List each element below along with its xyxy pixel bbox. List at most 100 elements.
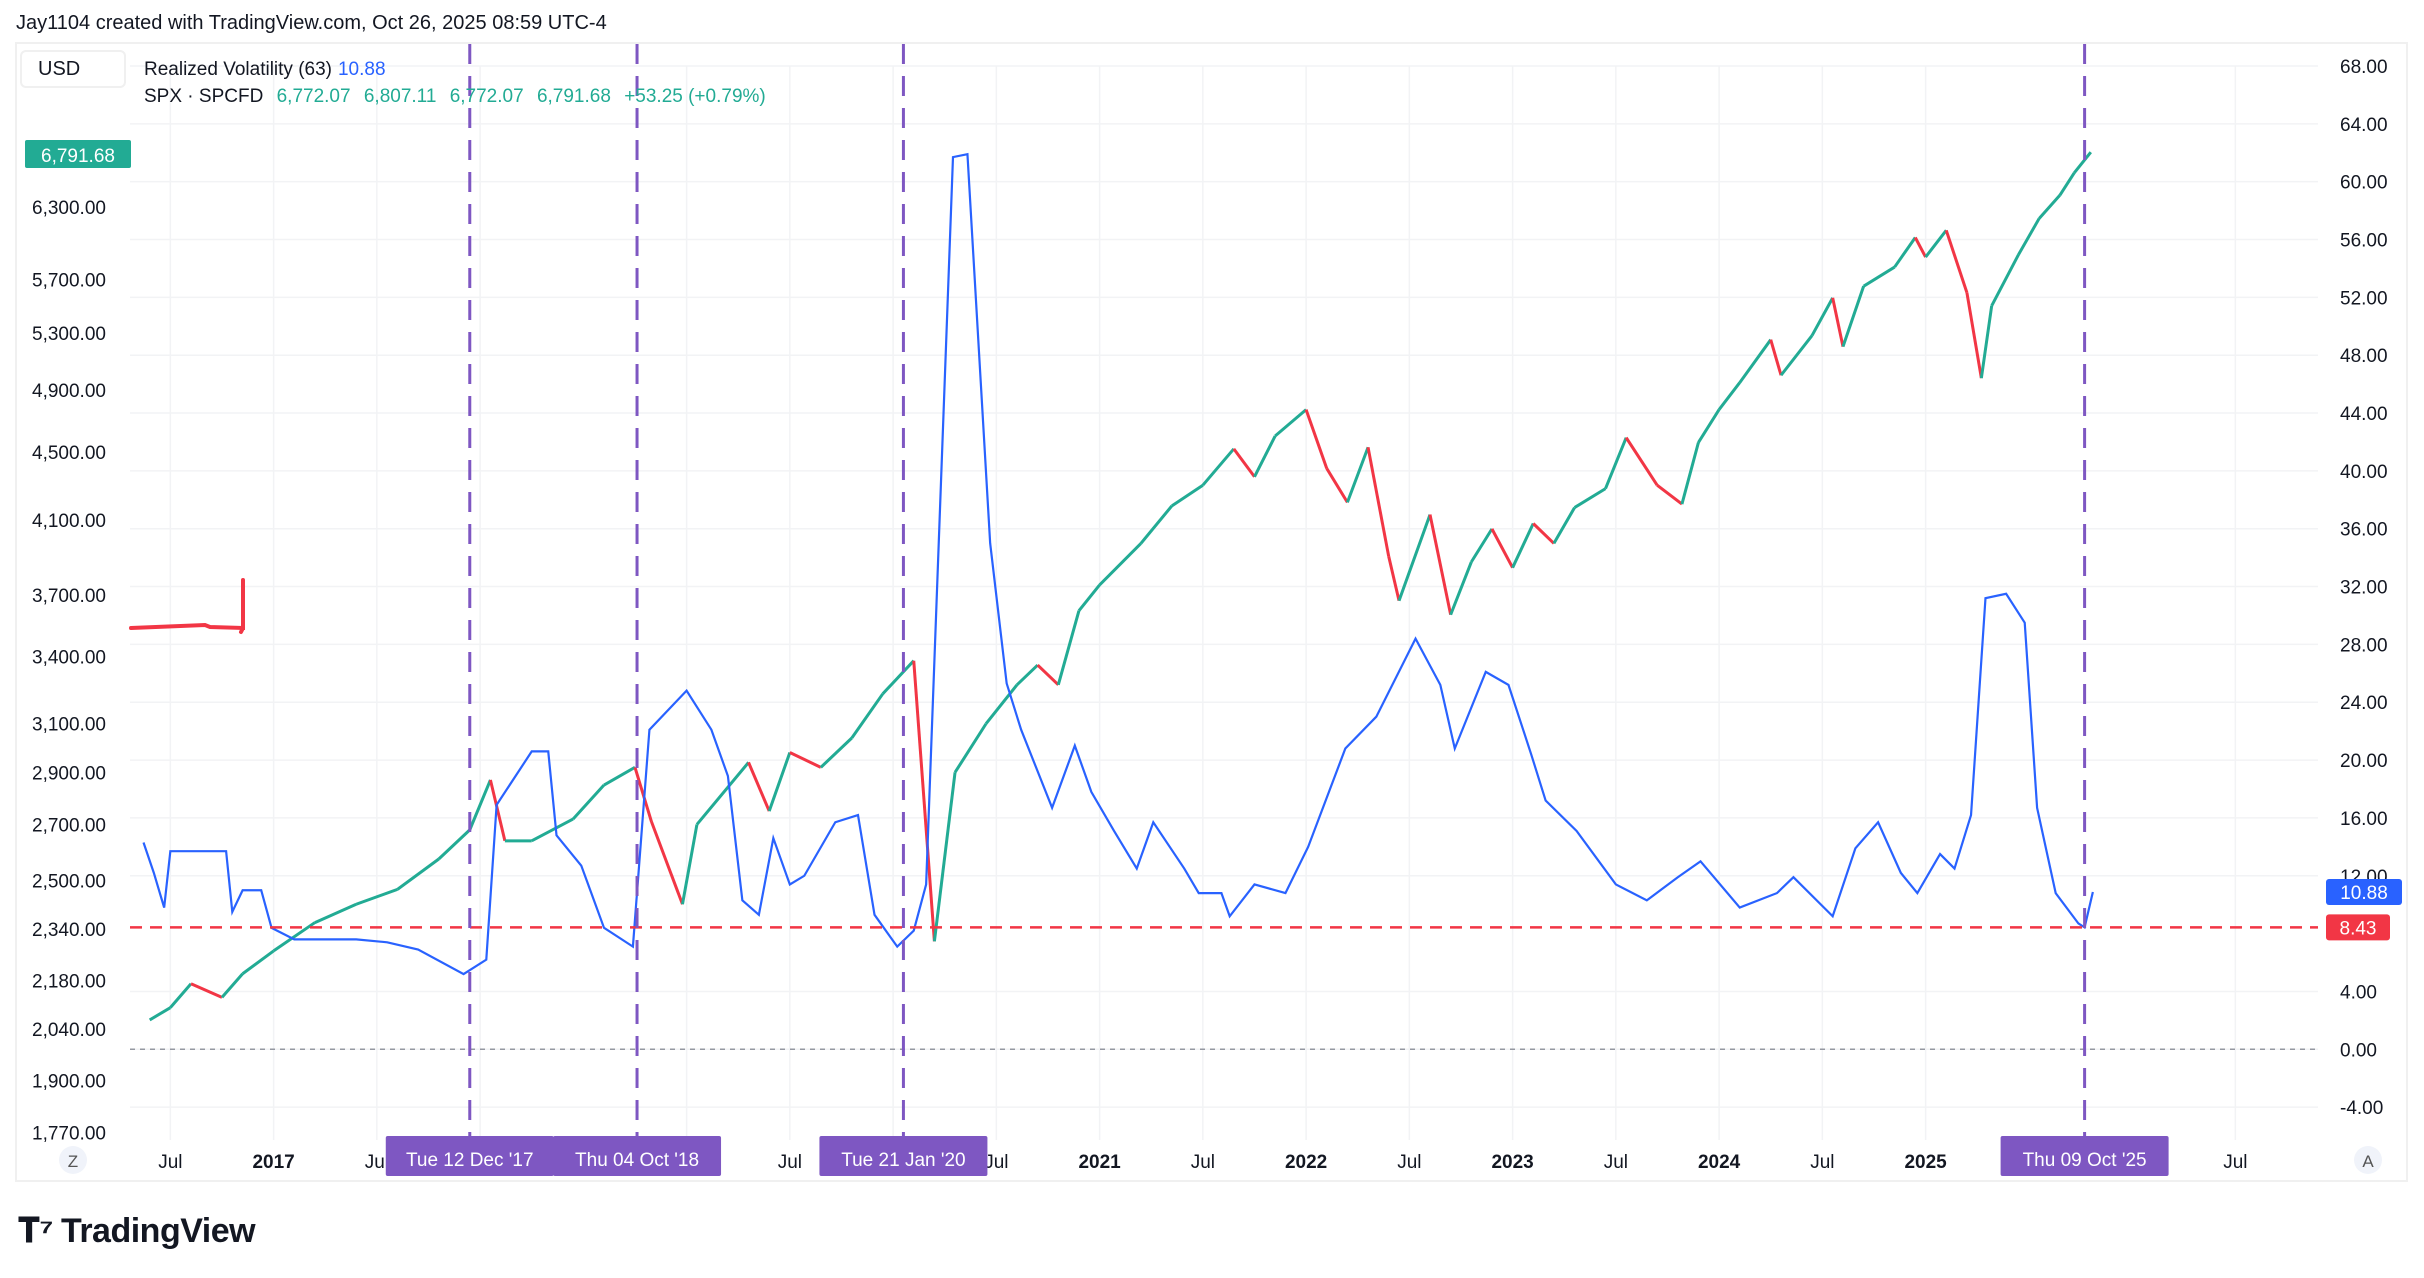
time-axis-label: 2023	[1491, 1152, 1533, 1173]
vol-value-badge	[2326, 878, 2402, 905]
spx-price-segment	[1624, 436, 1659, 487]
spx-price-segment	[789, 751, 822, 769]
volatility-line	[142, 152, 2094, 976]
left-axis-tick-label: 2,700.00	[32, 815, 106, 836]
spx-price-segment	[1573, 487, 1607, 509]
spx-price-segment	[1944, 229, 1969, 294]
right-axis-tick-label: 48.00	[2340, 346, 2388, 367]
left-axis-tick-label: 4,100.00	[32, 511, 106, 532]
spx-price-segment	[767, 752, 792, 812]
right-axis-tick-label: 24.00	[2340, 693, 2388, 714]
legend-indicator-row[interactable]: Realized Volatility (63) 10.88	[144, 56, 766, 83]
open-value: 6,772.07	[276, 86, 351, 107]
spx-price-segment	[1779, 334, 1814, 377]
left-axis-tick-label: 3,700.00	[32, 586, 106, 607]
spx-price-segment	[437, 828, 471, 861]
spx-price-segment	[1098, 542, 1142, 587]
spx-price-segment	[633, 766, 653, 823]
spx-price-segment	[1449, 561, 1473, 616]
spx-price-segment	[1428, 514, 1453, 616]
chart-panel	[15, 42, 2408, 1182]
spx-price-segment	[1532, 522, 1555, 545]
spx-price-segment	[1552, 506, 1576, 545]
left-axis-tick-label: 2,180.00	[32, 971, 106, 992]
tradingview-logo[interactable]: 𝐓⁷ TradingView	[18, 1212, 256, 1251]
spx-price-segment	[1171, 483, 1204, 508]
last-price-label: 6,791.68	[41, 146, 115, 167]
chart-credit: Jay1104 created with TradingView.com, Oc…	[16, 12, 607, 34]
spx-price-segment	[1738, 338, 1772, 384]
spx-price-segment	[1325, 467, 1349, 504]
spx-price-segment	[2073, 151, 2092, 174]
low-value: 6,772.07	[449, 86, 524, 107]
spx-price-segment	[396, 857, 440, 891]
time-axis-label: Jul	[984, 1152, 1008, 1173]
right-axis-tick-label: 16.00	[2340, 809, 2388, 830]
symbol-name: SPX · SPCFD	[144, 86, 264, 107]
spx-price-segment	[1810, 297, 1834, 337]
spx-price-segment	[220, 972, 244, 999]
spx-price-segment	[1893, 236, 1917, 268]
spx-price-segment	[571, 784, 606, 821]
spx-price-segment	[912, 660, 936, 942]
spx-price-segment	[1274, 408, 1308, 438]
auto-scale-left-button[interactable]	[59, 1146, 87, 1174]
spx-price-segment	[819, 736, 853, 769]
spx-price-segment	[850, 692, 885, 739]
left-axis-tick-label: 4,500.00	[32, 443, 106, 464]
right-axis-tick-label: 36.00	[2340, 520, 2388, 541]
spx-price-segment	[680, 824, 699, 905]
left-axis-tick-label: 1,770.00	[32, 1123, 106, 1144]
currency-button[interactable]: USD	[20, 50, 126, 88]
right-axis-tick-label: 68.00	[2340, 57, 2388, 78]
spx-price-segment	[953, 722, 988, 774]
spx-price-segment	[1015, 663, 1039, 686]
legend-symbol-row[interactable]: SPX · SPCFD 6,772.07 6,807.11 6,772.07 6…	[144, 83, 766, 110]
spx-price-segment	[1924, 229, 1948, 258]
tradingview-logo-icon: 𝐓⁷	[18, 1212, 53, 1250]
right-axis-tick-label: 56.00	[2340, 231, 2388, 252]
spx-price-segment	[1862, 265, 1896, 288]
spx-price-segment	[1490, 528, 1514, 569]
spx-price-segment	[932, 772, 957, 942]
auto-scale-right-label: A	[2362, 1152, 2374, 1171]
spx-price-segment	[1979, 305, 1994, 379]
spx-price-segment	[1604, 437, 1628, 490]
spx-price-segment	[1656, 484, 1683, 506]
spx-price-segment	[531, 817, 574, 843]
spx-price-segment	[1056, 610, 1081, 686]
spx-price-segment	[984, 683, 1019, 725]
spx-price-segment	[1965, 292, 1983, 379]
auto-scale-left-label: Z	[68, 1152, 78, 1171]
spx-price-segment	[881, 659, 915, 695]
spx-price-segment	[272, 921, 316, 953]
spx-price-segment	[695, 761, 750, 826]
spx-price-segment	[468, 779, 492, 831]
left-axis-tick-label: 5,700.00	[32, 271, 106, 292]
spx-price-segment	[169, 982, 193, 1009]
spx-price-segment	[1511, 522, 1535, 569]
date-marker-badge	[2000, 1136, 2169, 1176]
left-axis-tick-label: 2,340.00	[32, 920, 106, 941]
spx-price-segment	[1397, 514, 1432, 602]
right-axis-tick-label: 4.00	[2340, 982, 2377, 1003]
time-axis-label: 2025	[1904, 1152, 1947, 1173]
spx-price-segment	[1680, 442, 1700, 505]
spx-price-segment	[1036, 663, 1060, 686]
vol-value-label: 10.88	[2340, 883, 2388, 904]
spx-price-segment	[1990, 253, 2020, 307]
date-marker-label: Tue 12 Dec '17	[406, 1150, 534, 1171]
auto-scale-right-button[interactable]	[2354, 1146, 2382, 1174]
right-axis-tick-label: 0.00	[2340, 1040, 2377, 1061]
time-axis-label: 2024	[1698, 1152, 1741, 1173]
spx-price-segment	[2038, 194, 2061, 220]
right-axis-tick-label: 64.00	[2340, 115, 2388, 136]
left-axis-tick-label: 4,900.00	[32, 381, 106, 402]
last-price-badge	[25, 140, 131, 168]
time-axis-label: Jul	[1604, 1152, 1628, 1173]
change-value: +53.25 (+0.79%)	[624, 86, 766, 107]
right-axis-tick-label: 52.00	[2340, 288, 2388, 309]
left-axis-tick-label: 2,500.00	[32, 872, 106, 893]
right-axis-tick-label: 60.00	[2340, 173, 2388, 194]
